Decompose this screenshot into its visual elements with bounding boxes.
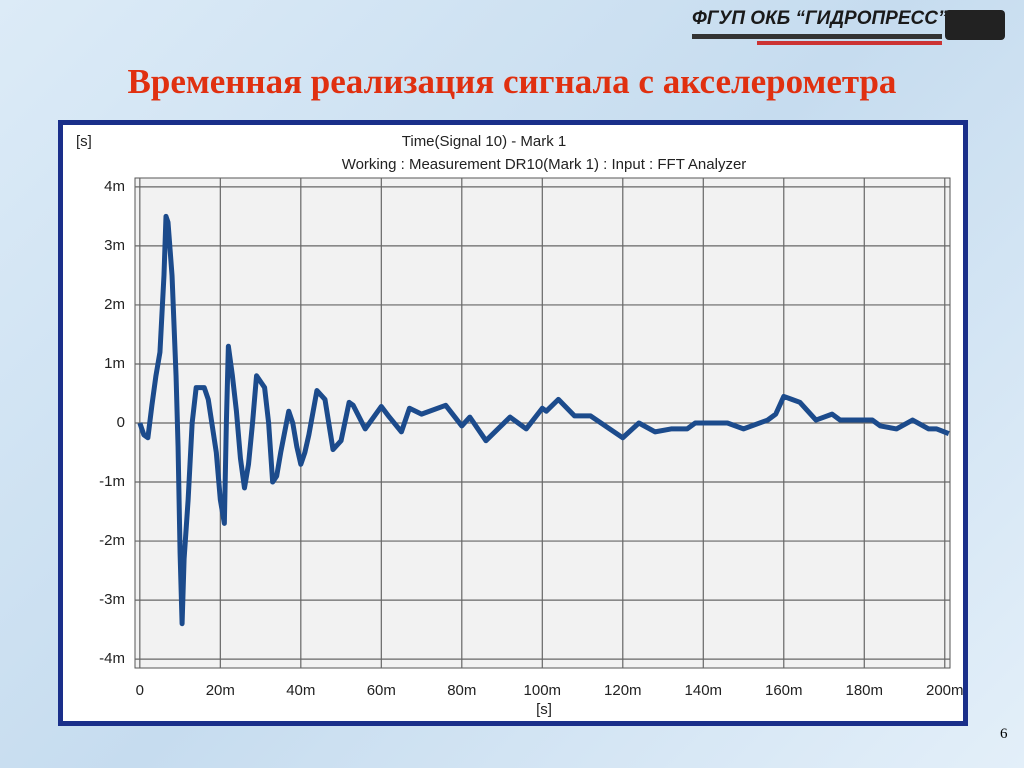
- y-tick-label: -1m: [99, 473, 125, 490]
- slide-title: Временная реализация сигнала с акселером…: [127, 62, 897, 101]
- y-tick-label: -4m: [99, 650, 125, 667]
- y-tick-label: -3m: [99, 591, 125, 608]
- x-tick-label: 120m: [604, 682, 642, 699]
- x-axis-label: [s]: [536, 701, 552, 718]
- y-tick-label: 3m: [104, 237, 125, 254]
- y-tick-label: 1m: [104, 355, 125, 372]
- x-tick-label: 60m: [367, 682, 396, 699]
- x-tick-label: 140m: [685, 682, 723, 699]
- series-line: [137, 213, 950, 627]
- logo-icon: [945, 10, 1005, 40]
- chart-title: Time(Signal 10) - Mark 1: [402, 133, 567, 150]
- x-tick-label: 180m: [846, 682, 884, 699]
- x-tick-label: 0: [136, 682, 144, 699]
- y-tick-label: 2m: [104, 296, 125, 313]
- logo-bar: [757, 41, 942, 45]
- x-tick-label: 80m: [447, 682, 476, 699]
- logo: ФГУП ОКБ “ГИДРОПРЕСС”: [692, 8, 948, 29]
- page-number: 6: [1000, 726, 1008, 742]
- logo-bar: [692, 34, 942, 39]
- x-tick-label: 20m: [206, 682, 235, 699]
- y-axis-label: [s]: [76, 133, 92, 150]
- chart: Time(Signal 10) - Mark 1 Working : Measu…: [58, 120, 968, 726]
- y-tick-label: 0: [117, 414, 125, 431]
- y-tick-label: -2m: [99, 532, 125, 549]
- x-tick-label: 200m: [926, 682, 964, 699]
- y-tick-label: 4m: [104, 178, 125, 195]
- chart-subtitle: Working : Measurement DR10(Mark 1) : Inp…: [342, 156, 747, 173]
- x-tick-label: 160m: [765, 682, 803, 699]
- x-tick-label: 100m: [524, 682, 562, 699]
- x-tick-label: 40m: [286, 682, 315, 699]
